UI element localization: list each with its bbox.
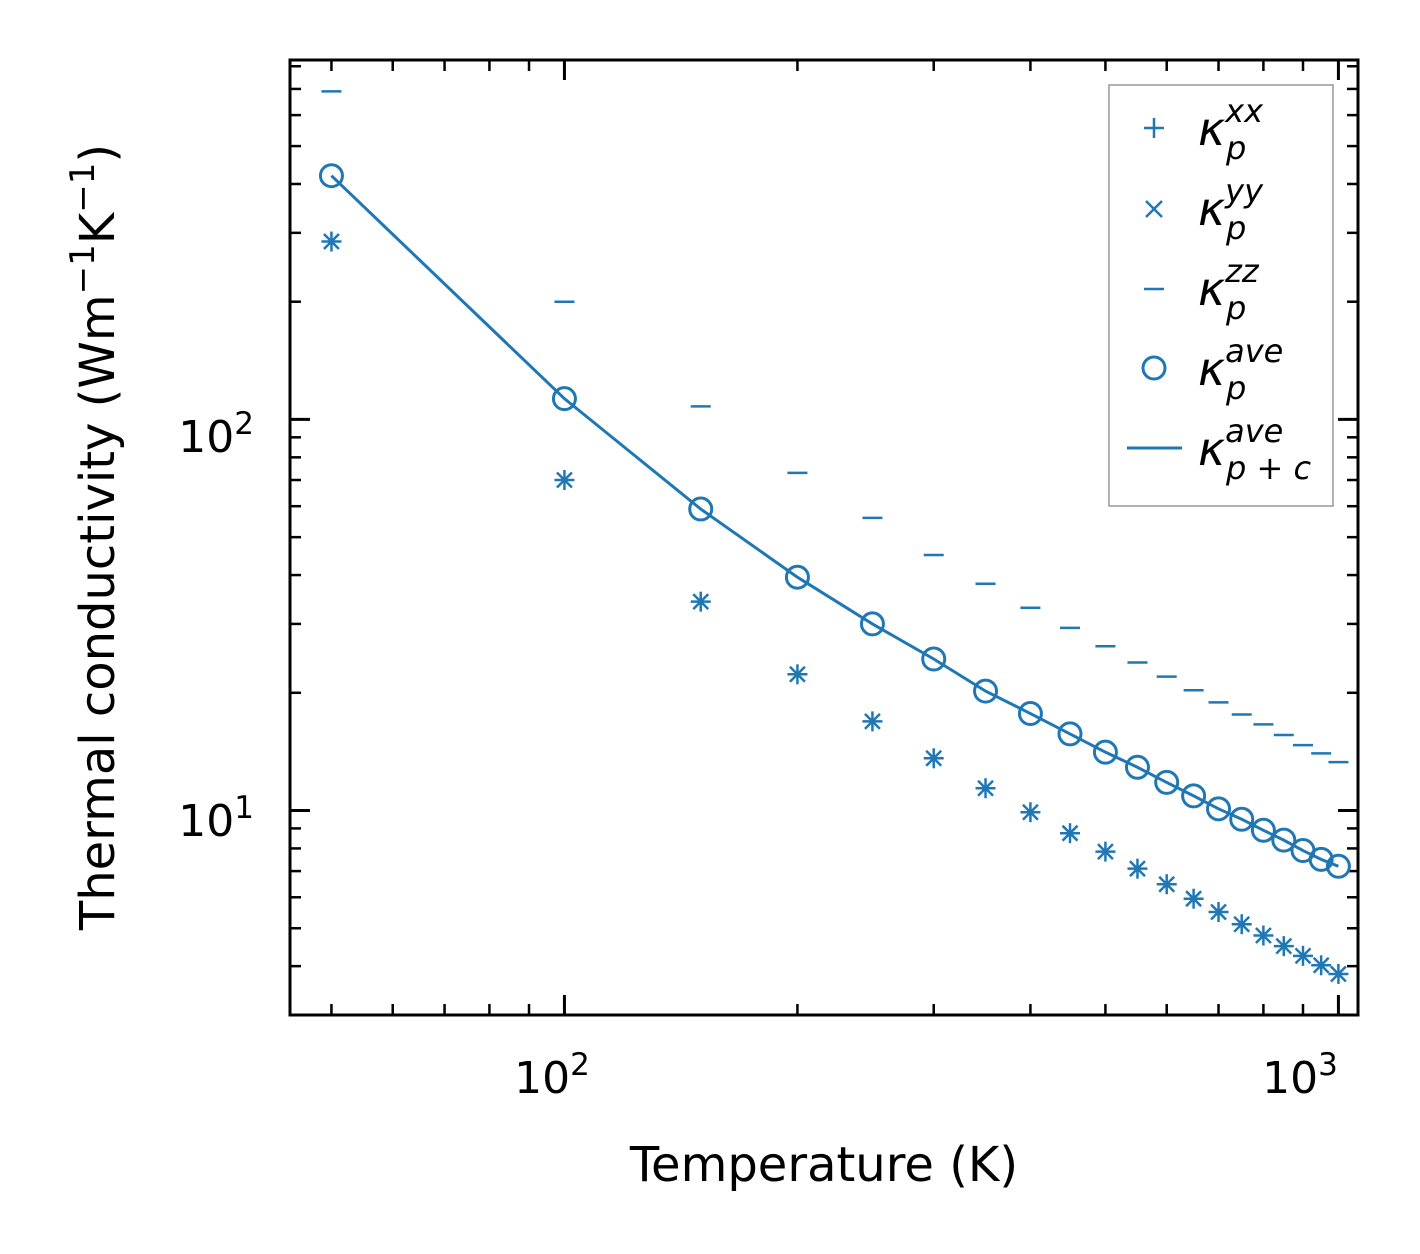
point-yy-750 — [1233, 915, 1251, 933]
point-ave-300 — [921, 646, 947, 672]
y-axis-label: Thermal conductivity (Wm−1K−1) — [63, 144, 126, 931]
point-yy-600 — [1158, 875, 1176, 893]
point-ave-350 — [973, 678, 999, 704]
point-ave-550 — [1124, 754, 1150, 780]
point-ave-600 — [1154, 769, 1180, 795]
legend-label-yy: κyy p — [1198, 172, 1264, 247]
point-ave-650 — [1181, 783, 1207, 809]
legend-box — [1108, 84, 1334, 507]
point-yy-500 — [1097, 843, 1114, 861]
legend-label-zz: κzz p — [1198, 252, 1260, 327]
plot-frame — [288, 58, 1360, 1017]
point-ave-250 — [859, 611, 885, 637]
point-yy-150 — [692, 593, 710, 611]
y-tick-label-100: 102 — [178, 406, 254, 463]
x-tick-label-100: 102 — [514, 1047, 590, 1104]
point-ave-1000 — [1325, 853, 1351, 879]
series-line-ave_pc — [330, 174, 1339, 868]
point-ave-100 — [551, 386, 577, 412]
legend-marker-ave-circle-icon — [1141, 355, 1167, 381]
point-yy-250 — [864, 713, 881, 730]
point-yy-50 — [323, 233, 340, 250]
point-ave-800 — [1250, 817, 1276, 843]
series-zz — [321, 90, 1349, 764]
point-yy-1000 — [1330, 965, 1347, 983]
axis-ticks — [290, 60, 1358, 1017]
point-yy-550 — [1129, 860, 1146, 878]
legend-label-xx: κxx p — [1198, 92, 1264, 167]
point-ave-700 — [1206, 796, 1232, 822]
point-yy-350 — [977, 779, 994, 797]
data-marks — [318, 90, 1351, 984]
point-yy-300 — [925, 749, 943, 767]
point-ave-400 — [1017, 701, 1043, 727]
point-ave-850 — [1271, 827, 1297, 853]
legend-marker-yy-x-icon-b — [1145, 200, 1163, 218]
point-yy-850 — [1275, 937, 1293, 955]
point-ave-150 — [688, 496, 714, 522]
x-axis-label: Temperature (K) — [629, 1137, 1018, 1193]
point-ave-200 — [784, 564, 810, 590]
point-yy-900 — [1294, 947, 1312, 965]
legend-label-ave: κave p — [1198, 332, 1283, 407]
point-yy-650 — [1185, 890, 1202, 908]
point-ave-950 — [1308, 846, 1334, 872]
series-ave_pc — [330, 174, 1339, 868]
point-yy-800 — [1255, 927, 1272, 944]
y-tick-label-10: 101 — [178, 790, 254, 847]
point-yy-400 — [1022, 803, 1039, 821]
series-yy — [323, 233, 1347, 983]
point-yy-100 — [556, 471, 573, 489]
point-ave-450 — [1057, 721, 1083, 747]
legend: κxx p κyy p κzz p κave p κave p + c — [1108, 84, 1334, 507]
point-yy-200 — [789, 665, 806, 683]
series-ave — [318, 163, 1351, 879]
point-ave-500 — [1092, 739, 1118, 765]
point-yy-450 — [1061, 824, 1079, 842]
point-yy-700 — [1210, 903, 1227, 921]
point-ave-750 — [1229, 806, 1255, 832]
legend-label-ave-pc: κave p + c — [1198, 412, 1311, 487]
x-tick-label-1000: 103 — [1262, 1047, 1338, 1104]
point-ave-50 — [318, 163, 344, 189]
point-yy-950 — [1312, 956, 1330, 974]
